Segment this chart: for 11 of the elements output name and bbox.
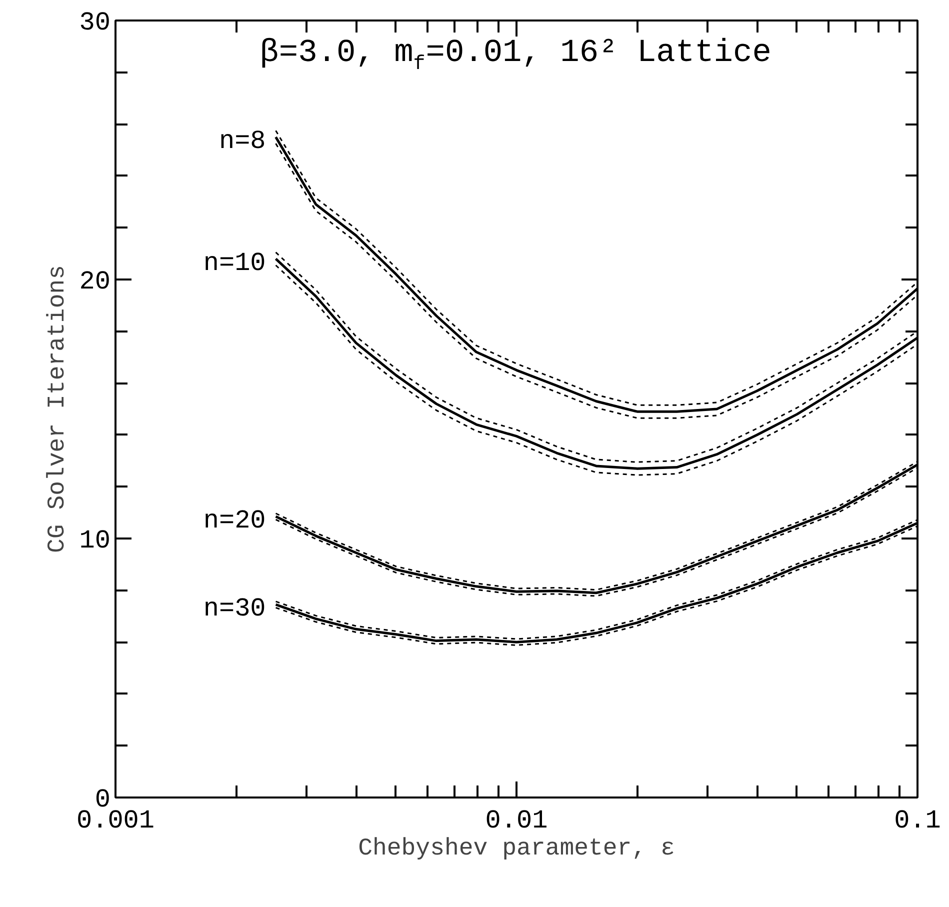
series-label: n=10 [203, 248, 266, 278]
x-axis-title: Chebyshev parameter, ε [358, 836, 675, 862]
series-label: n=8 [218, 126, 266, 156]
y-tick-label: 10 [79, 526, 111, 556]
y-tick-label: 20 [79, 266, 111, 296]
x-tick-label: 0.01 [485, 806, 548, 836]
x-tick-label: 0.1 [894, 806, 941, 836]
series-label: n=20 [203, 505, 266, 536]
y-tick-label: 30 [79, 8, 111, 38]
y-axis-title: CG Solver Iterations [44, 264, 72, 554]
series-label: n=30 [203, 594, 266, 624]
